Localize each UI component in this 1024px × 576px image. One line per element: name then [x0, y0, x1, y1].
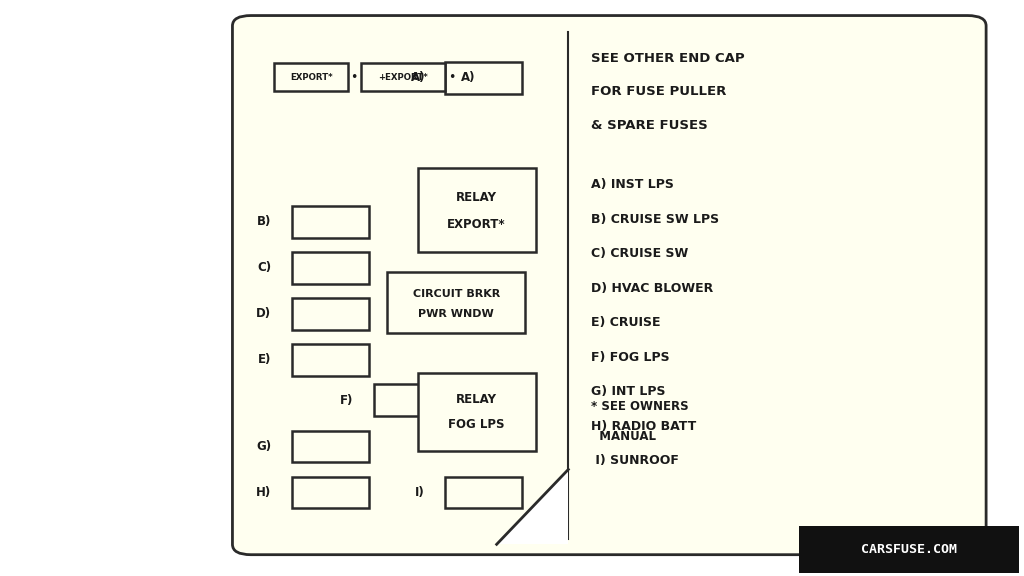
Text: H) RADIO BATT: H) RADIO BATT — [591, 420, 696, 433]
Bar — [361, 63, 445, 91]
Bar — [387, 272, 525, 333]
Text: F): F) — [340, 394, 353, 407]
Text: RELAY: RELAY — [456, 393, 498, 406]
Text: C) CRUISE SW: C) CRUISE SW — [591, 247, 688, 260]
Text: E) CRUISE: E) CRUISE — [591, 316, 660, 329]
Text: E): E) — [258, 354, 271, 366]
Text: SEE OTHER END CAP: SEE OTHER END CAP — [591, 52, 744, 65]
Text: I) SUNROOF: I) SUNROOF — [591, 454, 679, 468]
Bar — [418, 169, 536, 252]
Text: •: • — [447, 71, 456, 84]
Bar — [445, 477, 522, 509]
Text: G) INT LPS: G) INT LPS — [591, 385, 666, 399]
Bar — [292, 477, 369, 509]
Text: EXPORT*: EXPORT* — [290, 73, 333, 82]
Text: A) INST LPS: A) INST LPS — [591, 178, 674, 191]
Bar — [292, 206, 369, 237]
Text: D) HVAC BLOWER: D) HVAC BLOWER — [591, 282, 713, 295]
Text: D): D) — [256, 308, 271, 320]
Text: B) CRUISE SW LPS: B) CRUISE SW LPS — [591, 213, 719, 226]
Text: B): B) — [257, 215, 271, 228]
Text: MANUAL: MANUAL — [591, 430, 655, 444]
Bar — [418, 373, 536, 450]
Text: •: • — [350, 71, 358, 84]
Text: C): C) — [257, 262, 271, 274]
Text: H): H) — [256, 486, 271, 499]
Text: * SEE OWNERS: * SEE OWNERS — [591, 400, 688, 414]
Text: EXPORT*: EXPORT* — [447, 218, 506, 231]
Text: F) FOG LPS: F) FOG LPS — [591, 351, 670, 364]
Text: CARSFUSE.COM: CARSFUSE.COM — [861, 543, 956, 556]
Text: CIRCUIT BRKR: CIRCUIT BRKR — [413, 289, 500, 299]
FancyBboxPatch shape — [232, 16, 986, 555]
Text: & SPARE FUSES: & SPARE FUSES — [591, 119, 708, 132]
Bar — [292, 252, 369, 283]
Text: FOR FUSE PULLER: FOR FUSE PULLER — [591, 85, 726, 98]
Text: FOG LPS: FOG LPS — [449, 418, 505, 431]
Bar — [292, 431, 369, 462]
Text: +EXPORT*: +EXPORT* — [379, 73, 428, 82]
Bar — [292, 344, 369, 376]
Bar — [274, 63, 348, 91]
Text: I): I) — [415, 486, 425, 499]
Text: PWR WNDW: PWR WNDW — [419, 309, 494, 319]
Bar — [799, 526, 1019, 573]
Bar — [445, 62, 522, 93]
Text: G): G) — [256, 440, 271, 453]
Text: A): A) — [461, 71, 475, 84]
Polygon shape — [497, 469, 568, 544]
Bar — [292, 298, 369, 329]
Text: RELAY: RELAY — [456, 191, 498, 204]
Text: A): A) — [411, 71, 425, 84]
Bar — [374, 385, 451, 416]
